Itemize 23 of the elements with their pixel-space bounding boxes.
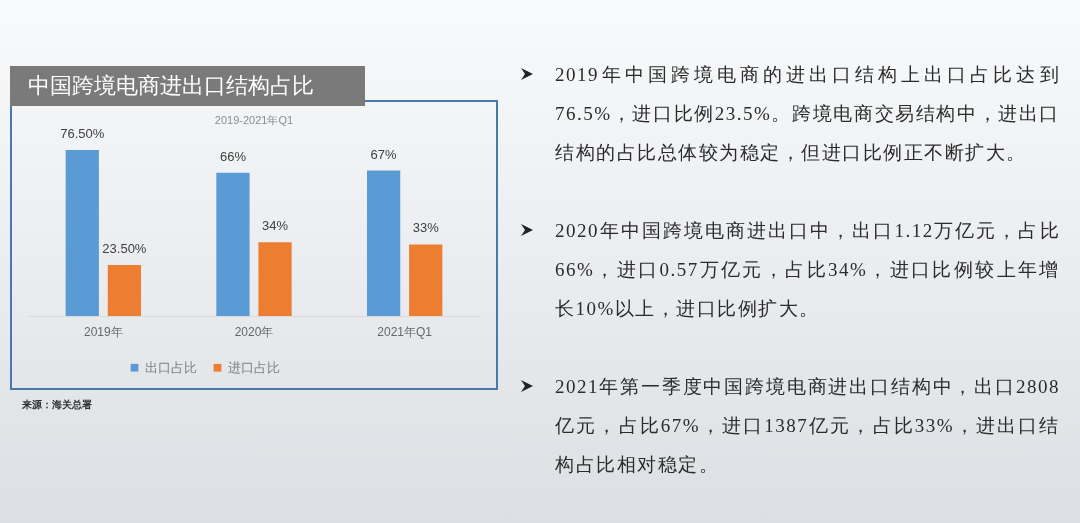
- data-label: 76.50%: [60, 126, 105, 141]
- data-label: 23.50%: [102, 241, 147, 257]
- bar: [409, 244, 443, 316]
- data-label: 33%: [412, 220, 440, 236]
- x-tick-label: 2020年: [234, 324, 274, 339]
- chart-subtitle: 2019-2021年Q1: [214, 114, 294, 126]
- bar: [216, 172, 250, 316]
- legend-label: 进口占比: [228, 359, 280, 375]
- text: 2021年第一季度中国跨境电商进出口结构中，出口2808亿元，占比67%，进口1387亿元，占比33%，进出口结构占比相对稳定。: [555, 375, 1060, 477]
- chart-title: 中国跨境电商进出口结构占比: [10, 66, 365, 106]
- data-label: 67%: [370, 146, 398, 162]
- bar: [65, 150, 99, 316]
- bar: [367, 170, 401, 316]
- bar: [107, 265, 141, 316]
- text: 2019年中国跨境电商的进出口结构上出口占比达到76.5%，进口比例23.5%。跨境电商交易结构中，进出口结构的占比总体较为稳定，但进口比例正不断扩大。: [555, 63, 1060, 165]
- bar: [258, 242, 292, 316]
- legend-label: 出口占比: [145, 359, 197, 375]
- data-label: 66%: [219, 148, 247, 164]
- x-tick-label: 2021年Q1: [377, 324, 433, 339]
- data-label: 34%: [262, 218, 289, 234]
- source-note: 来源：海关总署: [22, 398, 92, 412]
- x-tick-label: 2019年: [83, 324, 123, 339]
- text: 2020年中国跨境电商进出口中，出口1.12万亿元，占比66%，进口0.57万亿元，占比34%，进口比例较上年增长10%以上，进口比例扩大。: [555, 219, 1060, 321]
